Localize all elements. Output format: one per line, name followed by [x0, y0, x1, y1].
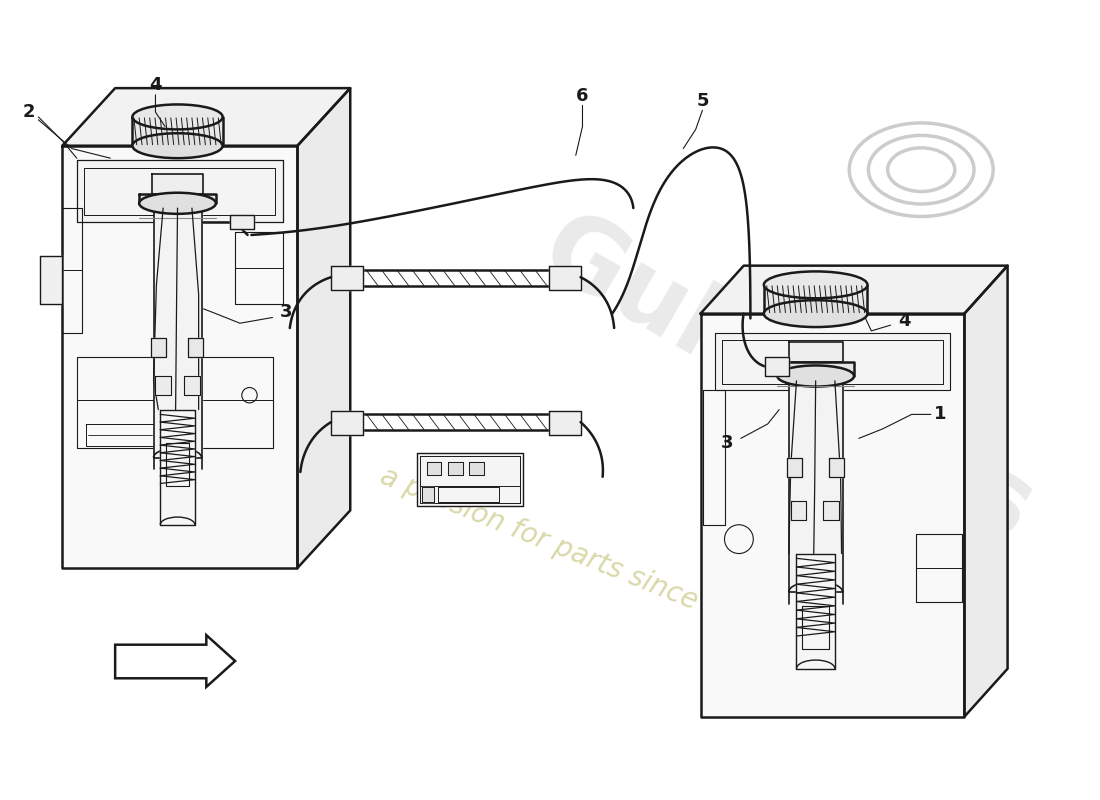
- Polygon shape: [549, 410, 581, 434]
- Polygon shape: [63, 88, 350, 146]
- Polygon shape: [422, 487, 433, 502]
- Ellipse shape: [763, 271, 868, 298]
- Polygon shape: [297, 88, 350, 568]
- Ellipse shape: [763, 300, 868, 327]
- Polygon shape: [791, 501, 806, 520]
- Polygon shape: [701, 266, 1008, 314]
- Polygon shape: [331, 410, 363, 434]
- Ellipse shape: [139, 193, 216, 214]
- Text: 4: 4: [150, 76, 162, 94]
- Text: GuloParts: GuloParts: [524, 201, 1049, 561]
- Polygon shape: [331, 266, 363, 290]
- Polygon shape: [184, 376, 199, 395]
- Polygon shape: [789, 342, 843, 362]
- Polygon shape: [715, 333, 950, 390]
- Polygon shape: [230, 214, 254, 229]
- Polygon shape: [155, 376, 170, 395]
- Polygon shape: [786, 458, 802, 477]
- Polygon shape: [161, 410, 195, 525]
- Text: 2: 2: [22, 103, 35, 121]
- Polygon shape: [778, 362, 854, 376]
- Text: 3: 3: [722, 434, 734, 452]
- Polygon shape: [41, 256, 63, 304]
- Polygon shape: [701, 314, 965, 717]
- Text: 5: 5: [696, 92, 708, 110]
- Polygon shape: [151, 338, 166, 357]
- Polygon shape: [470, 462, 484, 475]
- Ellipse shape: [132, 105, 222, 130]
- Polygon shape: [764, 357, 789, 376]
- Polygon shape: [132, 117, 222, 146]
- Polygon shape: [823, 501, 838, 520]
- Polygon shape: [116, 635, 235, 687]
- Polygon shape: [139, 194, 216, 203]
- Polygon shape: [965, 266, 1008, 717]
- Text: 3: 3: [279, 302, 293, 321]
- Polygon shape: [63, 146, 297, 568]
- Polygon shape: [549, 266, 581, 290]
- Polygon shape: [796, 554, 835, 669]
- Polygon shape: [417, 453, 522, 506]
- Text: 4: 4: [898, 312, 910, 330]
- Polygon shape: [763, 285, 868, 314]
- Polygon shape: [188, 338, 204, 357]
- Polygon shape: [448, 462, 462, 475]
- Text: a passion for parts since 1985: a passion for parts since 1985: [376, 462, 776, 645]
- Text: 1: 1: [934, 406, 947, 423]
- Ellipse shape: [778, 366, 854, 386]
- Polygon shape: [152, 174, 204, 194]
- Polygon shape: [77, 160, 283, 222]
- Polygon shape: [427, 462, 441, 475]
- Polygon shape: [829, 458, 845, 477]
- Text: 6: 6: [576, 87, 588, 105]
- Ellipse shape: [132, 134, 222, 158]
- Polygon shape: [154, 203, 201, 458]
- Polygon shape: [789, 376, 843, 592]
